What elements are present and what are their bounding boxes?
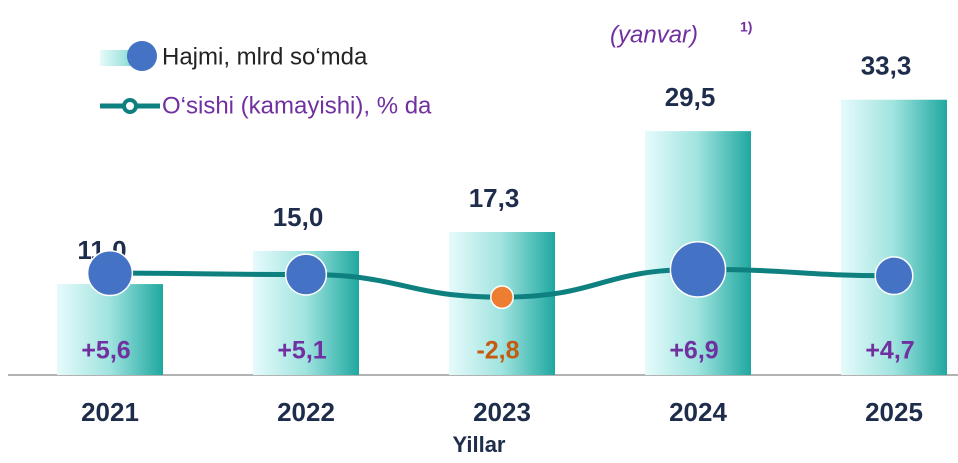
subtitle-note: 1) (740, 19, 752, 35)
x-tick-label: 2024 (669, 397, 727, 427)
growth-value-label: -2,8 (476, 337, 519, 365)
bar-value-label: 29,5 (665, 82, 716, 112)
bar (57, 284, 163, 375)
subtitle: (yanvar) (610, 21, 698, 48)
growth-marker (669, 241, 727, 298)
x-tick-label: 2025 (865, 397, 923, 427)
legend-marker (126, 102, 134, 110)
growth-value-label: +5,1 (277, 337, 326, 365)
growth-marker (874, 256, 914, 296)
legend-marker (127, 41, 157, 71)
growth-value-label: +5,6 (81, 337, 130, 365)
growth-marker (490, 285, 514, 310)
bar-value-label: 33,3 (861, 51, 912, 81)
growth-marker (284, 253, 328, 296)
x-tick-label: 2023 (473, 397, 531, 427)
x-tick-label: 2022 (277, 397, 335, 427)
bar-value-label: 15,0 (273, 202, 324, 232)
growth-value-label: +6,9 (669, 337, 718, 365)
bar-value-label: 17,3 (469, 183, 520, 213)
legend-label: O‘sishi (kamayishi), % da (162, 92, 432, 119)
legend-label: Hajmi, mlrd so‘mda (162, 43, 368, 70)
bar (841, 99, 947, 375)
growth-value-label: +4,7 (865, 337, 914, 365)
x-axis-label: Yillar (453, 432, 506, 457)
growth-marker (86, 249, 134, 297)
x-tick-label: 2021 (81, 397, 139, 427)
